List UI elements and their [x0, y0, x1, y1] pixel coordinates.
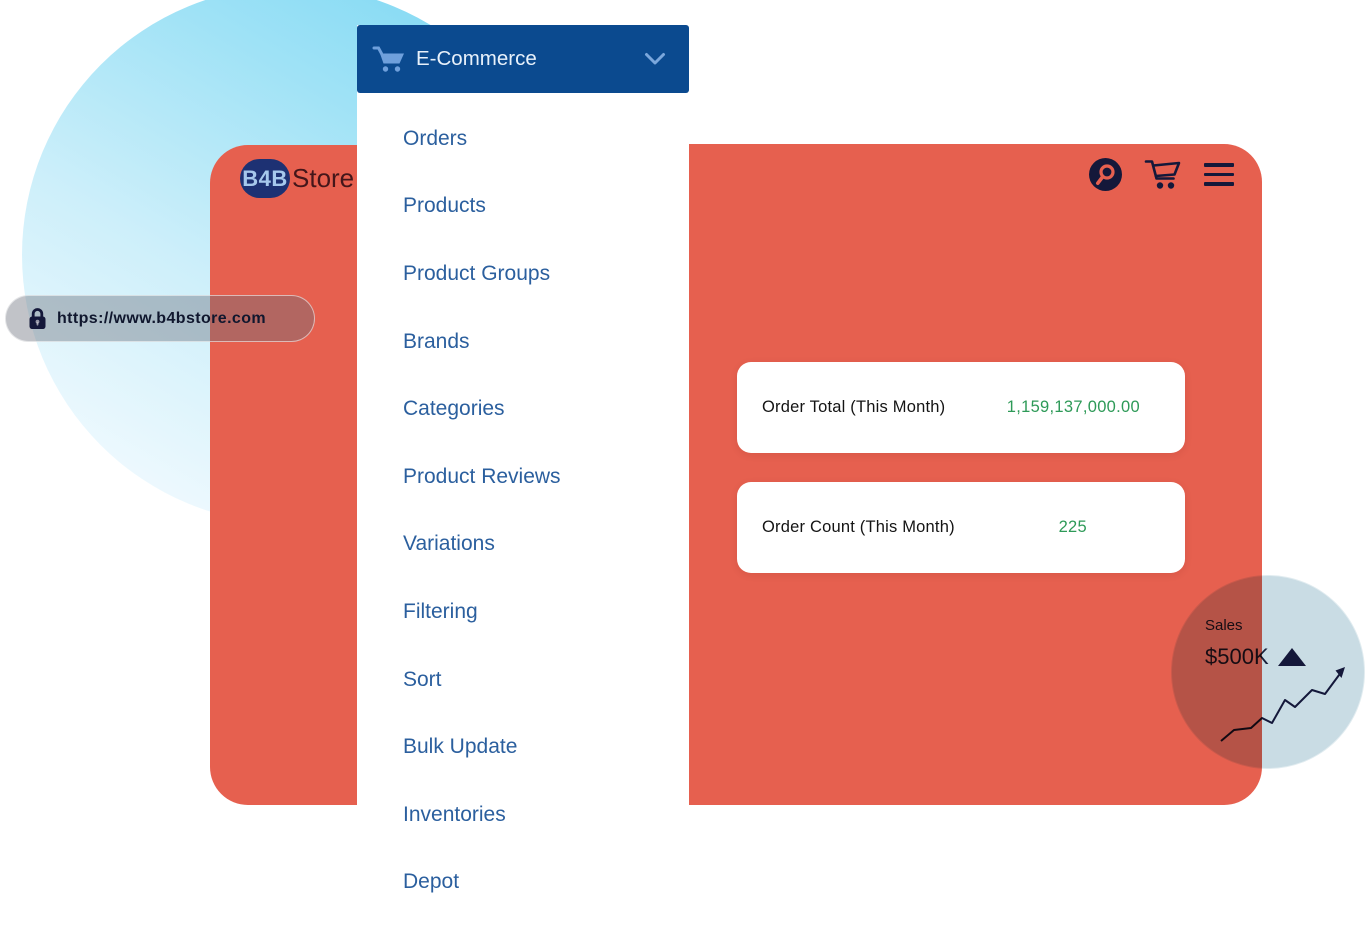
sales-title: Sales: [1205, 617, 1243, 634]
dashboard-panel: Order Total (This Month) 1,159,137,000.0…: [689, 144, 1262, 805]
menu-item-product-groups[interactable]: Product Groups: [403, 261, 551, 285]
menu-item-filtering[interactable]: Filtering: [403, 599, 478, 623]
order-count-card: Order Count (This Month) 225: [737, 482, 1185, 573]
menu-item-products[interactable]: Products: [403, 194, 486, 218]
trend-line-icon: [1220, 667, 1345, 742]
cart-icon[interactable]: [1143, 157, 1183, 192]
cart-icon: [372, 46, 404, 72]
stat-cards: Order Total (This Month) 1,159,137,000.0…: [737, 362, 1185, 573]
order-total-label: Order Total (This Month): [762, 398, 946, 416]
store-logo-badge: B4B: [240, 159, 290, 198]
chevron-down-icon: [645, 53, 665, 65]
menu-item-orders[interactable]: Orders: [403, 126, 468, 150]
dashboard-toolbar: [1089, 157, 1234, 192]
ecommerce-menu: E-Commerce Orders Products Product Group…: [357, 25, 689, 937]
menu-item-brands[interactable]: Brands: [403, 329, 470, 353]
ecommerce-menu-header[interactable]: E-Commerce: [357, 25, 689, 93]
search-icon[interactable]: [1089, 158, 1122, 191]
lock-icon: [29, 308, 46, 329]
menu-item-depot[interactable]: Depot: [403, 870, 460, 894]
menu-item-variations[interactable]: Variations: [403, 532, 495, 556]
sales-value: $500K: [1205, 644, 1269, 669]
menu-item-list: Orders Products Product Groups Brands Ca…: [357, 93, 689, 916]
triangle-up-icon: [1277, 648, 1306, 666]
store-logo-text: Store: [292, 163, 355, 193]
menu-item-bulk-update[interactable]: Bulk Update: [403, 735, 518, 759]
menu-item-product-reviews[interactable]: Product Reviews: [403, 464, 561, 488]
address-url: https://www.b4bstore.com: [57, 309, 267, 327]
address-bar[interactable]: https://www.b4bstore.com: [5, 295, 315, 342]
sales-bubble: Sales $500K: [1171, 575, 1365, 769]
menu-item-categories[interactable]: Categories: [403, 397, 505, 421]
store-logo: B4B Store: [240, 159, 354, 198]
sales-value-row: $500K: [1205, 644, 1306, 670]
ecommerce-menu-label: E-Commerce: [416, 47, 537, 70]
order-total-card: Order Total (This Month) 1,159,137,000.0…: [737, 362, 1185, 453]
order-total-value: 1,159,137,000.00: [1006, 398, 1140, 416]
menu-icon[interactable]: [1204, 163, 1234, 186]
order-count-label: Order Count (This Month): [762, 518, 955, 536]
order-count-value: 225: [1058, 518, 1087, 536]
menu-item-inventories[interactable]: Inventories: [403, 802, 506, 826]
menu-item-sort[interactable]: Sort: [403, 667, 442, 691]
